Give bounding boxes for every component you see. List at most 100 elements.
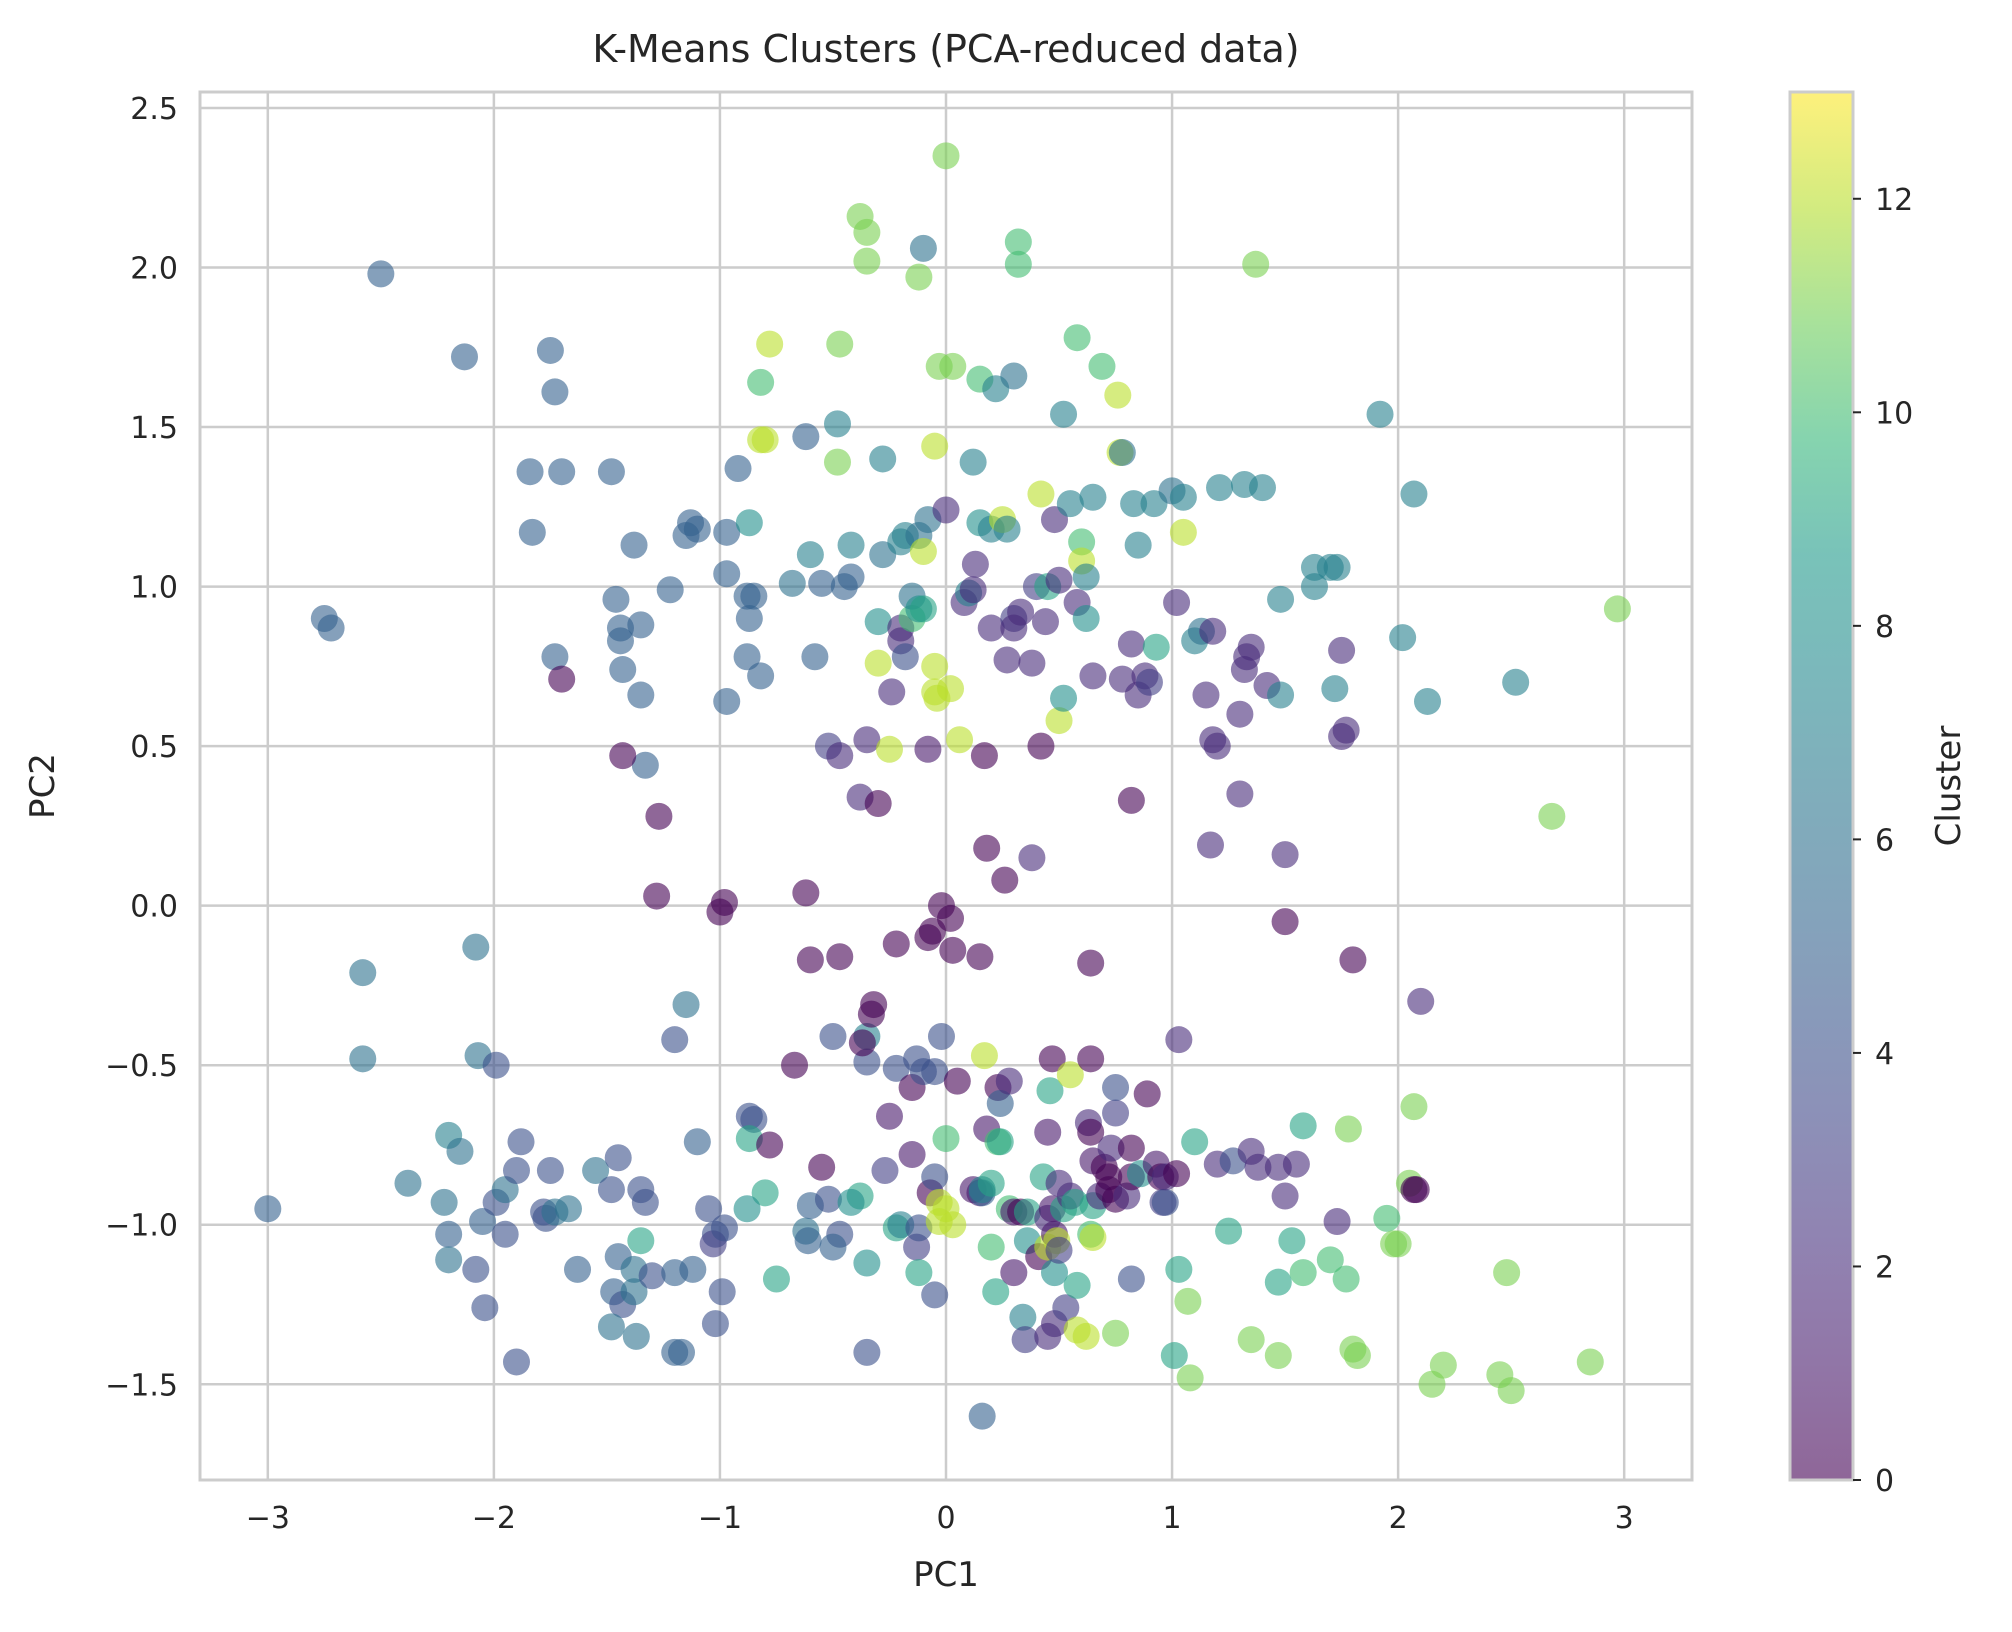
data-point <box>564 1255 592 1283</box>
data-point <box>1248 474 1276 502</box>
data-point <box>848 1029 876 1057</box>
data-point <box>507 1128 535 1156</box>
data-point <box>1117 630 1145 658</box>
data-point <box>710 1214 738 1242</box>
data-point <box>502 1348 530 1376</box>
data-point <box>462 1255 490 1283</box>
x-tick-label: 0 <box>936 1501 955 1536</box>
data-point <box>932 496 960 524</box>
data-point <box>317 614 345 642</box>
data-point <box>1497 1377 1525 1405</box>
plot-frame <box>198 90 1694 1482</box>
data-point <box>1151 1188 1179 1216</box>
data-point <box>1203 732 1231 760</box>
data-point <box>1264 1268 1292 1296</box>
data-point <box>609 656 637 684</box>
colorbar-tick-label: 2 <box>1875 1250 1894 1285</box>
data-point <box>1493 1259 1521 1287</box>
data-point <box>1142 633 1170 661</box>
data-point <box>905 263 933 291</box>
data-point <box>516 458 544 486</box>
data-point <box>627 681 655 709</box>
data-point <box>973 834 1001 862</box>
data-point <box>1366 400 1394 428</box>
data-point <box>645 802 673 830</box>
data-point <box>1079 483 1107 511</box>
data-point <box>661 1026 689 1054</box>
data-point <box>819 1022 847 1050</box>
data-point <box>814 1185 842 1213</box>
data-point <box>1120 490 1148 518</box>
data-point <box>986 1089 1014 1117</box>
data-point <box>756 330 784 358</box>
y-tick-label: 0.5 <box>130 730 178 765</box>
data-point <box>826 330 854 358</box>
colorbar-tick-labels: 0 2 4 6 8 10 12 <box>1853 183 1913 1499</box>
data-point <box>1289 1259 1317 1287</box>
data-point <box>993 515 1021 543</box>
data-point <box>977 1233 1005 1261</box>
data-point <box>1097 1134 1125 1162</box>
data-point <box>462 933 490 961</box>
data-point <box>1072 1322 1100 1350</box>
data-point <box>1009 1303 1037 1331</box>
data-point <box>1077 1118 1105 1146</box>
data-point <box>939 1211 967 1239</box>
data-point <box>826 943 854 971</box>
data-point <box>1271 908 1299 936</box>
data-point <box>882 1054 910 1082</box>
data-point <box>939 936 967 964</box>
data-point <box>823 448 851 476</box>
data-point <box>724 455 752 483</box>
y-tick-label: 2.5 <box>130 92 178 127</box>
data-point <box>819 1233 847 1261</box>
data-point <box>1323 553 1351 581</box>
data-point <box>1300 573 1328 601</box>
data-point <box>435 1220 463 1248</box>
data-point <box>1031 608 1059 636</box>
colorbar <box>1790 92 1853 1480</box>
data-point <box>882 930 910 958</box>
data-point <box>1429 1351 1457 1379</box>
data-point <box>1389 624 1417 652</box>
data-point <box>853 218 881 246</box>
x-tick-label: −3 <box>246 1501 290 1536</box>
data-point <box>982 1278 1010 1306</box>
data-point <box>1400 480 1428 508</box>
data-point <box>1163 1160 1191 1188</box>
data-point <box>959 576 987 604</box>
data-point <box>1237 1326 1265 1354</box>
data-point <box>1007 598 1035 626</box>
data-point <box>1282 1150 1310 1178</box>
data-point <box>1027 732 1055 760</box>
data-point <box>631 1188 659 1216</box>
data-point <box>1242 250 1270 278</box>
data-point <box>921 1163 949 1191</box>
data-point <box>762 1265 790 1293</box>
data-point <box>1323 1208 1351 1236</box>
data-point <box>482 1051 510 1079</box>
data-point <box>1165 1255 1193 1283</box>
data-point <box>1108 439 1136 467</box>
colorbar-tick-label: 8 <box>1875 610 1894 645</box>
data-point <box>1176 1364 1204 1392</box>
data-point <box>1215 1217 1243 1245</box>
data-point <box>1072 604 1100 632</box>
data-point <box>733 643 761 671</box>
data-point <box>794 1227 822 1255</box>
data-point <box>1407 987 1435 1015</box>
data-point <box>898 1141 926 1169</box>
data-point <box>1502 668 1530 696</box>
data-point <box>367 260 395 288</box>
data-point <box>905 1214 933 1242</box>
data-point <box>638 1262 666 1290</box>
data-point <box>909 595 937 623</box>
data-point <box>747 662 775 690</box>
y-tick-label: 2.0 <box>130 251 178 286</box>
data-point <box>661 1259 689 1287</box>
data-point <box>1041 1259 1069 1287</box>
data-point <box>1063 1271 1091 1299</box>
data-point <box>751 1179 779 1207</box>
data-point <box>1068 528 1096 556</box>
